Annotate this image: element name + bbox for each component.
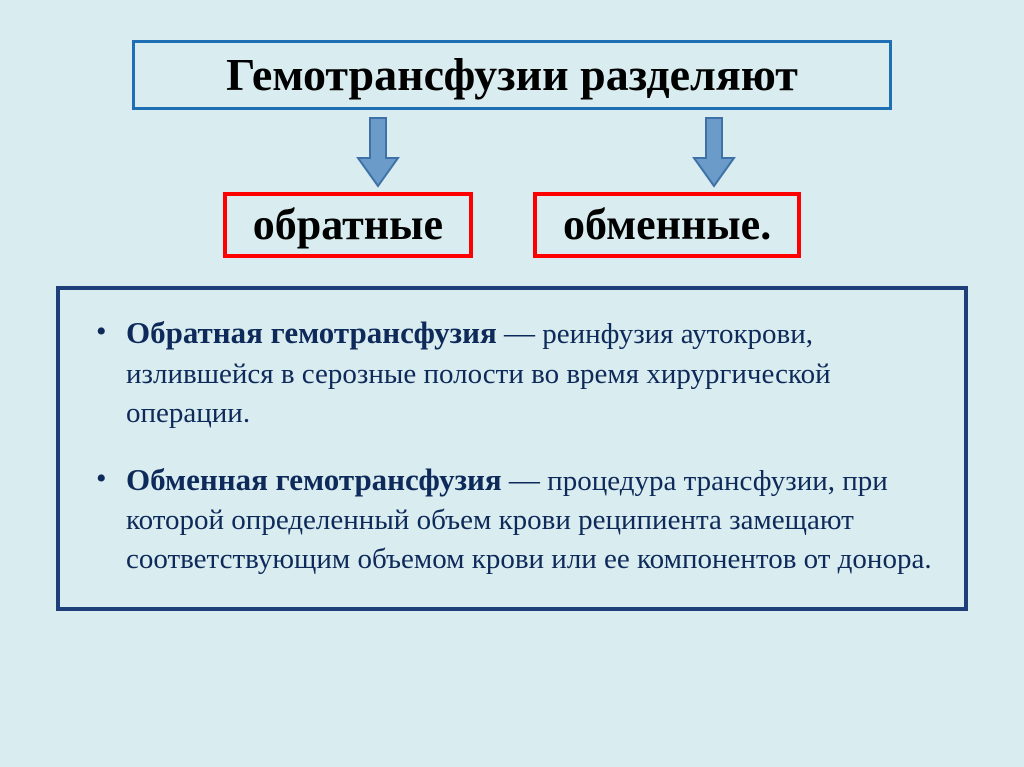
content-box: Обратная гемотрансфузия — реинфузия ауто… (56, 286, 968, 611)
branch-left: обратные (223, 192, 473, 258)
definition-list: Обратная гемотрансфузия — реинфузия ауто… (90, 312, 934, 579)
title-text: Гемотрансфузии разделяют (155, 51, 869, 99)
arrow-down-right-icon (692, 116, 736, 188)
definition-dash: — (509, 462, 540, 497)
definition-term: Обратная гемотрансфузия (126, 315, 497, 350)
title-box: Гемотрансфузии разделяют (132, 40, 892, 110)
branch-right: обменные. (533, 192, 801, 258)
definition-term: Обменная гемотрансфузия (126, 462, 502, 497)
definition-dash: — (504, 315, 535, 350)
arrow-down-left-icon (356, 116, 400, 188)
arrow-row (56, 110, 968, 190)
branch-row: обратные обменные. (56, 192, 968, 258)
slide-root: Гемотрансфузии разделяют обратные обменн… (0, 0, 1024, 767)
list-item: Обменная гемотрансфузия — процедура тран… (90, 459, 934, 579)
branch-left-label: обратные (253, 200, 443, 249)
branch-right-label: обменные. (563, 200, 771, 249)
list-item: Обратная гемотрансфузия — реинфузия ауто… (90, 312, 934, 432)
